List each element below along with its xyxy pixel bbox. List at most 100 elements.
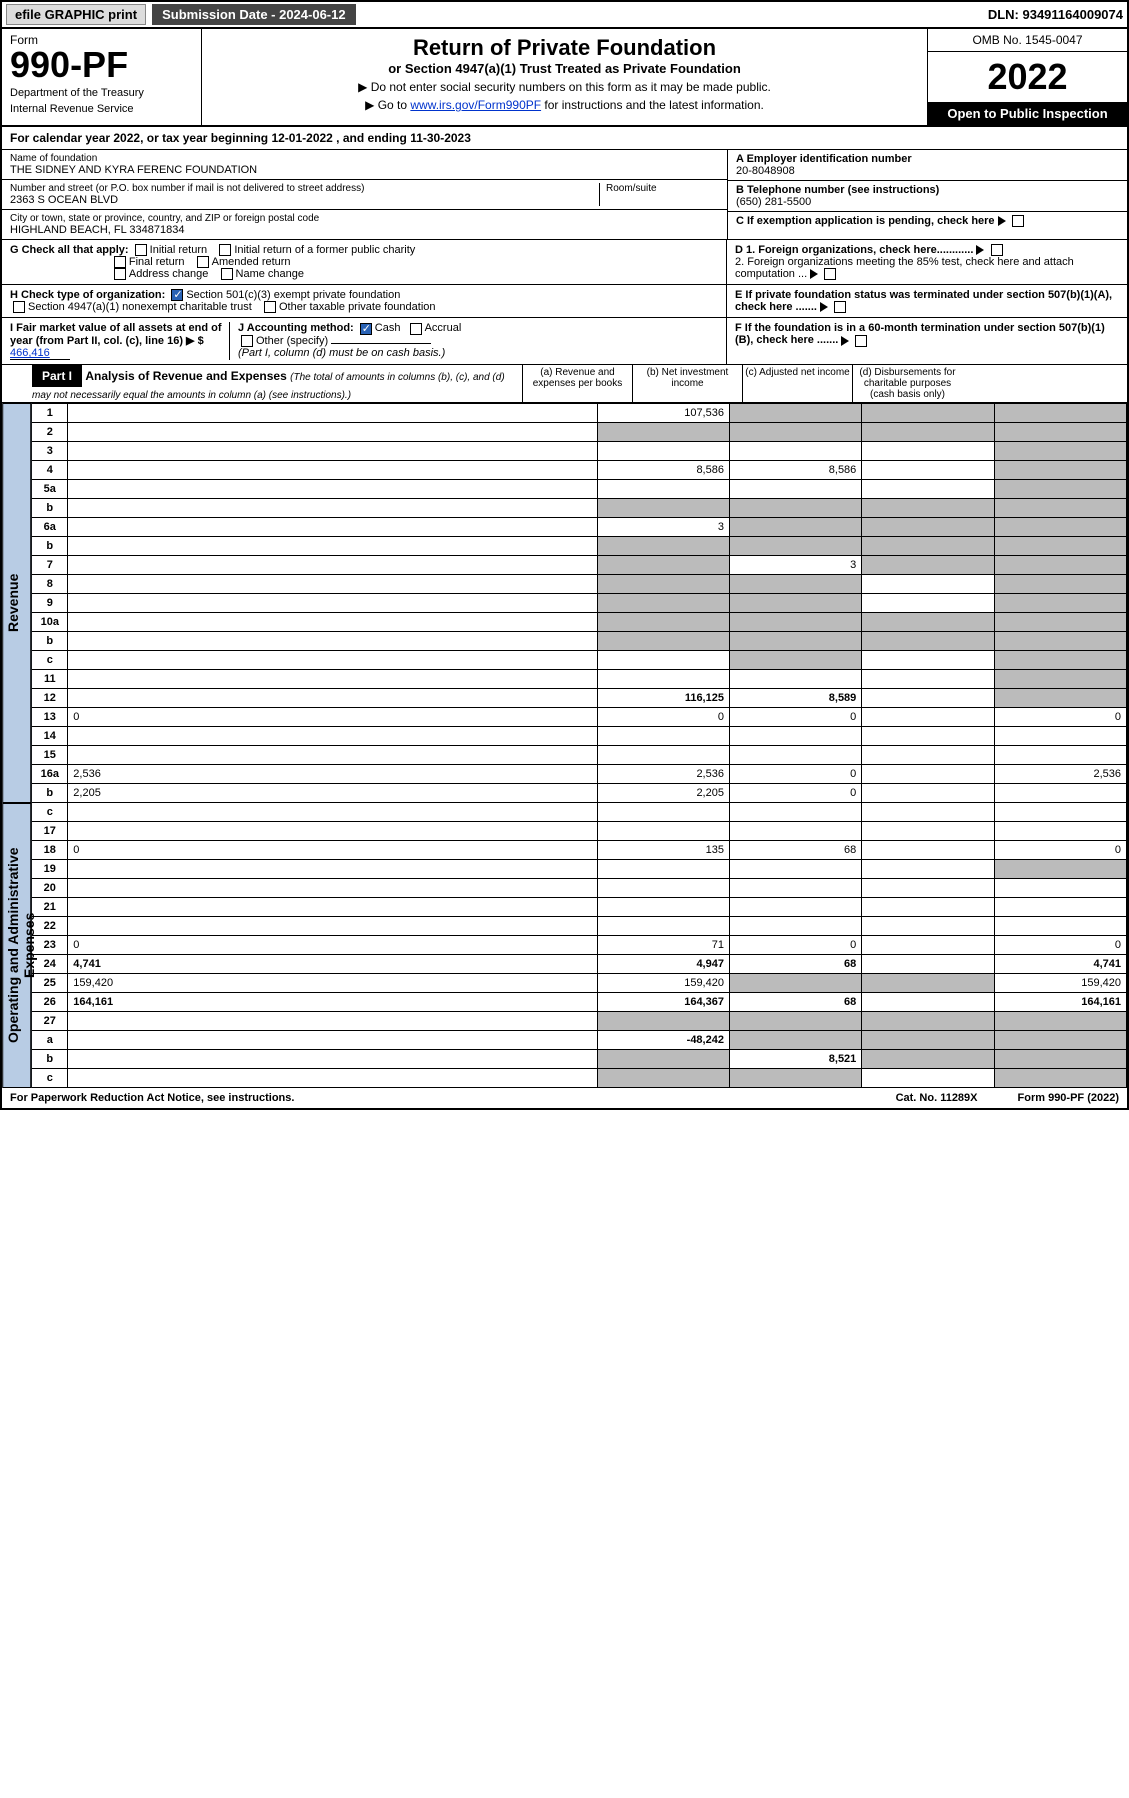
j-label: J Accounting method:: [238, 322, 354, 334]
line-description: [68, 423, 597, 442]
line-number: b: [32, 537, 68, 556]
col-c-value: [862, 1012, 994, 1031]
line-description: [68, 499, 597, 518]
col-c-value: [862, 594, 994, 613]
col-a-value: [597, 556, 729, 575]
line-number: b: [32, 499, 68, 518]
col-a-value: 116,125: [597, 689, 729, 708]
col-a-value: 2,536: [597, 765, 729, 784]
col-a-value: [597, 480, 729, 499]
j-accrual: Accrual: [425, 322, 462, 334]
e-checkbox[interactable]: [834, 301, 846, 313]
irs-link[interactable]: www.irs.gov/Form990PF: [410, 98, 541, 112]
table-row: 7 3: [32, 556, 1127, 575]
col-c-value: [862, 765, 994, 784]
d1-label: D 1. Foreign organizations, check here..…: [735, 244, 973, 256]
line-number: 18: [32, 841, 68, 860]
dln: DLN: 93491164009074: [988, 7, 1123, 22]
line-number: c: [32, 651, 68, 670]
line-description: 4,741: [68, 955, 597, 974]
col-d-value: [994, 423, 1126, 442]
g-initial-former-checkbox[interactable]: [219, 244, 231, 256]
efile-print-button[interactable]: efile GRAPHIC print: [6, 4, 146, 25]
col-c-value: [862, 613, 994, 632]
line-number: 22: [32, 917, 68, 936]
line-description: [68, 1012, 597, 1031]
col-d-value: [994, 442, 1126, 461]
table-row: 21: [32, 898, 1127, 917]
j-cash-checkbox[interactable]: [360, 323, 372, 335]
table-row: a -48,242: [32, 1031, 1127, 1050]
g-name-checkbox[interactable]: [221, 268, 233, 280]
dept-treasury: Department of the Treasury: [10, 87, 193, 99]
foundation-info: Name of foundation THE SIDNEY AND KYRA F…: [2, 150, 1127, 240]
col-d-value: [994, 499, 1126, 518]
line-number: 23: [32, 936, 68, 955]
col-b-value: [729, 480, 861, 499]
col-c-value: [862, 917, 994, 936]
instr2-suffix: for instructions and the latest informat…: [541, 98, 764, 112]
col-c-value: [862, 442, 994, 461]
i-value[interactable]: 466,416: [10, 347, 70, 360]
table-row: 19: [32, 860, 1127, 879]
col-c-value: [862, 423, 994, 442]
col-d-value: [994, 556, 1126, 575]
g-opt-0: Initial return: [150, 244, 207, 256]
g-addr-checkbox[interactable]: [114, 268, 126, 280]
table-row: 27: [32, 1012, 1127, 1031]
col-a-value: 3: [597, 518, 729, 537]
col-b-value: [729, 442, 861, 461]
col-b-value: [729, 651, 861, 670]
line-description: 164,161: [68, 993, 597, 1012]
foundation-name: THE SIDNEY AND KYRA FERENC FOUNDATION: [10, 164, 719, 176]
line-description: [68, 442, 597, 461]
j-accrual-checkbox[interactable]: [410, 323, 422, 335]
line-number: 16a: [32, 765, 68, 784]
year-begin: 12-01-2022: [271, 131, 332, 145]
f-checkbox[interactable]: [855, 335, 867, 347]
col-c-header: (c) Adjusted net income: [742, 365, 852, 402]
col-b-value: 3: [729, 556, 861, 575]
calendar-year-line: For calendar year 2022, or tax year begi…: [2, 127, 1127, 150]
col-c-value: [862, 670, 994, 689]
c-checkbox[interactable]: [1012, 215, 1024, 227]
line-description: [68, 746, 597, 765]
line-number: 19: [32, 860, 68, 879]
line-number: 15: [32, 746, 68, 765]
g-initial-checkbox[interactable]: [135, 244, 147, 256]
d1-checkbox[interactable]: [991, 244, 1003, 256]
g-opt-1: Initial return of a former public charit…: [234, 244, 415, 256]
col-a-value: [597, 651, 729, 670]
g-final-checkbox[interactable]: [114, 256, 126, 268]
col-d-value: [994, 1012, 1126, 1031]
col-d-value: [994, 1031, 1126, 1050]
table-row: 8: [32, 575, 1127, 594]
line-number: 1: [32, 404, 68, 423]
table-row: 16a 2,536 2,536 0 2,536: [32, 765, 1127, 784]
col-d-value: [994, 480, 1126, 499]
h-4947-checkbox[interactable]: [13, 301, 25, 313]
col-d-header: (d) Disbursements for charitable purpose…: [852, 365, 962, 402]
d2-checkbox[interactable]: [824, 268, 836, 280]
table-row: 10a: [32, 613, 1127, 632]
d2-label: 2. Foreign organizations meeting the 85%…: [735, 256, 1074, 280]
h-other-checkbox[interactable]: [264, 301, 276, 313]
col-b-value: 68: [729, 993, 861, 1012]
line-description: [68, 822, 597, 841]
open-public: Open to Public Inspection: [928, 102, 1127, 125]
col-a-value: 4,947: [597, 955, 729, 974]
g-amended-checkbox[interactable]: [197, 256, 209, 268]
table-row: 12 116,125 8,589: [32, 689, 1127, 708]
g-opt-3: Amended return: [212, 256, 291, 268]
h-other: Other taxable private foundation: [279, 301, 436, 313]
col-b-value: [729, 860, 861, 879]
col-b-value: 68: [729, 841, 861, 860]
j-note: (Part I, column (d) must be on cash basi…: [238, 347, 445, 359]
j-other-checkbox[interactable]: [241, 335, 253, 347]
h-501c3-checkbox[interactable]: [171, 289, 183, 301]
j-cash: Cash: [375, 322, 401, 334]
col-d-value: [994, 689, 1126, 708]
col-b-value: [729, 1012, 861, 1031]
col-b-value: [729, 518, 861, 537]
col-c-value: [862, 575, 994, 594]
